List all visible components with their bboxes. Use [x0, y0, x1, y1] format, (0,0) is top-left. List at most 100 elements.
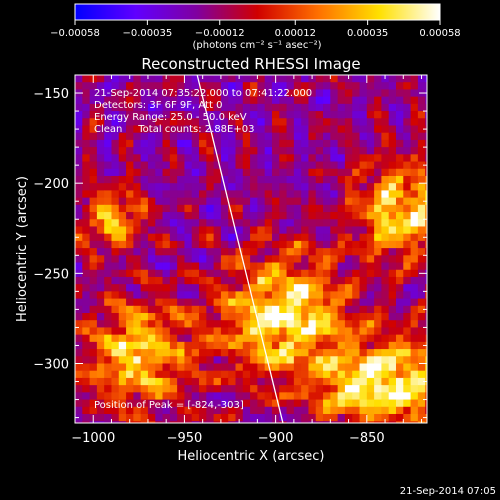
heatmap-cell	[381, 240, 390, 249]
heatmap-cell	[271, 341, 280, 350]
heatmap-cell	[301, 363, 309, 372]
heatmap-cell	[410, 421, 419, 423]
heatmap-cell	[191, 406, 200, 415]
heatmap-cell	[388, 291, 397, 299]
heatmap-cell	[381, 154, 390, 162]
heatmap-cell	[126, 349, 134, 357]
heatmap-cell	[425, 327, 427, 336]
heatmap-cell	[337, 240, 346, 249]
heatmap-cell	[403, 276, 411, 285]
heatmap-cell	[213, 219, 222, 227]
heatmap-cell	[228, 349, 236, 357]
heatmap-cell	[315, 320, 324, 328]
heatmap-cell	[133, 204, 142, 213]
heatmap-cell	[89, 363, 98, 372]
heatmap-cell	[395, 111, 404, 119]
heatmap-cell	[352, 96, 360, 105]
heatmap-cell	[140, 240, 149, 249]
heatmap-cell	[432, 385, 440, 393]
heatmap-cell	[235, 82, 244, 90]
heatmap-cell	[89, 183, 98, 191]
heatmap-cell	[147, 320, 156, 328]
heatmap-cell	[315, 399, 324, 408]
heatmap-cell	[410, 175, 419, 184]
heatmap-cell	[89, 111, 98, 119]
heatmap-cell	[381, 284, 390, 292]
heatmap-cell	[410, 111, 419, 119]
heatmap-cell	[228, 147, 236, 155]
heatmap-cell	[133, 175, 142, 184]
heatmap-cell	[213, 226, 222, 235]
heatmap-cell	[155, 240, 163, 249]
heatmap-cell	[323, 248, 331, 256]
heatmap-cell	[169, 356, 178, 364]
heatmap-cell	[264, 139, 273, 148]
colorbar-ticks: −0.00058 −0.00035 −0.00012 0.00012 0.00035 0.…	[50, 20, 461, 39]
heatmap-cell	[235, 96, 244, 105]
heatmap-cell	[403, 313, 411, 321]
heatmap-cell	[184, 262, 193, 271]
heatmap-cell	[410, 204, 419, 213]
heatmap-cell	[366, 276, 375, 285]
heatmap-cell	[96, 370, 105, 379]
heatmap-cell	[293, 183, 302, 191]
heatmap-cell	[169, 240, 178, 249]
heatmap-cell	[89, 320, 98, 328]
heatmap-cell	[111, 161, 120, 170]
heatmap-cell	[374, 262, 382, 271]
heatmap-cell	[191, 190, 200, 199]
heatmap-cell	[184, 233, 193, 242]
heatmap-cell	[257, 399, 266, 408]
heatmap-cell	[264, 392, 273, 400]
heatmap-cell	[293, 248, 302, 256]
heatmap-cell	[169, 154, 178, 162]
heatmap-cell	[264, 103, 273, 112]
heatmap-cell	[169, 161, 178, 170]
heatmap-cell	[228, 125, 236, 134]
heatmap-cell	[126, 262, 134, 271]
heatmap-cell	[140, 183, 149, 191]
heatmap-cell	[308, 298, 317, 307]
heatmap-cell	[417, 327, 426, 336]
heatmap-cell	[169, 96, 178, 105]
heatmap-cell	[147, 89, 156, 98]
heatmap-cell	[242, 240, 251, 249]
heatmap-cell	[162, 168, 171, 177]
heatmap-cell	[352, 233, 360, 242]
heatmap-cell	[257, 233, 266, 242]
heatmap-cell	[184, 370, 193, 379]
heatmap-cell	[96, 118, 105, 126]
heatmap-cell	[228, 399, 236, 408]
heatmap-cell	[162, 197, 171, 206]
heatmap-cell	[169, 269, 178, 278]
heatmap-cell	[286, 320, 295, 328]
heatmap-cell	[388, 276, 397, 285]
heatmap-cell	[228, 413, 236, 422]
heatmap-cell	[271, 320, 280, 328]
heatmap-cell	[374, 406, 382, 415]
heatmap-cell	[191, 363, 200, 372]
heatmap-cell	[308, 291, 317, 299]
heatmap-cell	[293, 197, 302, 206]
heatmap-cell	[352, 168, 360, 177]
heatmap-cell	[403, 226, 411, 235]
heatmap-cell	[177, 363, 185, 372]
heatmap-cell	[220, 226, 229, 235]
heatmap-cell	[344, 183, 353, 191]
heatmap-cell	[96, 421, 105, 423]
heatmap-cell	[366, 175, 375, 184]
heatmap-cell	[126, 168, 134, 177]
heatmap-cell	[388, 269, 397, 278]
heatmap-cell	[388, 219, 397, 227]
heatmap-cell	[104, 147, 112, 155]
heatmap-cell	[359, 147, 368, 155]
heatmap-cell	[388, 132, 397, 141]
heatmap-cell	[177, 248, 185, 256]
heatmap-cell	[177, 298, 185, 307]
heatmap-cell	[388, 406, 397, 415]
heatmap-cell	[162, 226, 171, 235]
heatmap-cell	[126, 147, 134, 155]
heatmap-cell	[359, 183, 368, 191]
heatmap-cell	[184, 248, 193, 256]
heatmap-cell	[82, 349, 90, 357]
